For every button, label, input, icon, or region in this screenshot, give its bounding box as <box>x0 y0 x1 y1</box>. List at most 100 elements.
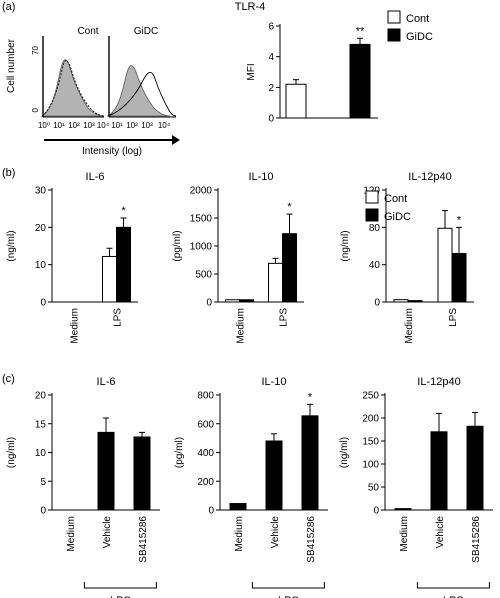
c-il12-bar-s0-c1 <box>430 431 448 511</box>
c-il10-ytick-label-3: 600 <box>197 419 214 430</box>
c-il12-group-bracket <box>416 582 490 589</box>
c-il10-xlabel-1: Vehicle <box>270 516 281 549</box>
hist-cont-label: Cont <box>77 26 98 37</box>
c-il6-xlabel-1: Vehicle <box>102 516 113 549</box>
b-il12-ytick-label-2: 80 <box>369 223 381 234</box>
a-mfi-ytick-label-2: 4 <box>268 52 274 63</box>
c-il6-group-bracket <box>83 582 157 589</box>
c-il12-ytick-label-5: 250 <box>362 391 379 402</box>
c-il6-group-label: LPS <box>110 595 131 598</box>
b-il10-bar-s1-c1 <box>282 233 297 303</box>
b-il12-bar-s1-c0 <box>407 300 423 303</box>
intensity-arrow-head <box>172 135 180 145</box>
hist-yzero-label: 0 <box>31 107 40 112</box>
c-il12-xlabel-1: Vehicle <box>435 516 446 549</box>
hist-cont-stain-line <box>41 60 105 117</box>
chart-a-mfi: 0 2 4 6 MFI ** Cont GiDC <box>246 10 433 125</box>
hist-cont-xtick-3: 10³ <box>83 121 95 130</box>
c-il10-ytick-label-1: 200 <box>197 477 214 488</box>
c-il12-group-label: LPS <box>443 595 464 598</box>
c-il10-bar-s0-c1 <box>265 440 283 511</box>
a-mfi-legend-label-1: GiDC <box>406 31 433 43</box>
b-il6-ylabel: (ng/ml) <box>6 230 17 261</box>
c-il6-ytick-label-0: 0 <box>40 506 46 517</box>
b-il6-ytick-label-3: 30 <box>35 186 47 197</box>
c-il12-ytick-label-1: 50 <box>368 483 380 494</box>
hist-gidc-stain-line <box>107 72 177 117</box>
a-mfi-legend-swatch-1 <box>387 28 401 42</box>
c-il12-ytick-label-4: 200 <box>362 414 379 425</box>
b-il10-bar-s1-c0 <box>239 299 254 303</box>
chart-c-il10: IL-10 0 200 400 600 800 (pg/ml) * Medium Vehicle S… <box>174 376 328 598</box>
b-il12-legend-label-0: Cont <box>384 193 407 205</box>
b-il12-sig-c1: * <box>457 214 462 226</box>
c-il6-bar-s0-c2 <box>133 436 151 511</box>
c-il10-sig-c2: * <box>308 391 313 403</box>
a-mfi-legend-swatch-0 <box>387 10 401 24</box>
b-il10-ytick-label-3: 1500 <box>190 214 213 225</box>
hist-ymax-label: 70 <box>31 45 40 54</box>
c-il12-ytick-label-2: 100 <box>362 460 379 471</box>
flow-histograms: Cell number 70 0 Cont GiDC 10⁰ 10¹ 10² 1… <box>6 26 180 157</box>
a-mfi-bar-s0-c0 <box>285 83 307 119</box>
c-il10-bar-s0-c0 <box>229 503 247 511</box>
c-il10-xlabel-2: SB415286 <box>306 516 317 563</box>
hist-cont-isotype-fill <box>40 59 105 117</box>
b-il12-bar-s1-c1 <box>451 252 467 303</box>
hist-gidc-label: GiDC <box>134 26 158 37</box>
b-il6-xlabel-1: LPS <box>113 308 124 327</box>
b-il12-legend-swatch-0 <box>365 190 379 204</box>
b-il10-bar-s0-c1 <box>268 262 283 303</box>
b-il12-ytick-label-0: 0 <box>374 298 380 309</box>
hist-cont-xtick-0: 10⁰ <box>38 121 50 130</box>
hist-gidc-xtick-3: 10³ <box>141 121 153 130</box>
b-il10-ytick-label-2: 1000 <box>190 242 213 253</box>
a-mfi-ylabel: MFI <box>246 63 257 80</box>
b-il6-ytick-label-0: 0 <box>40 298 46 309</box>
c-il10-group-label: LPS <box>278 595 299 598</box>
c-il12-ytick-label-0: 0 <box>373 506 379 517</box>
a-mfi-ytick-label-3: 6 <box>268 22 274 33</box>
hist-cont-xtick-2: 10² <box>68 121 80 130</box>
b-il6-sig-c1: * <box>121 205 126 217</box>
panel-b-letter: (b) <box>2 167 15 179</box>
hist-cont-xtick-4: 10⁴ <box>97 121 110 130</box>
c-il12-title: IL-12p40 <box>417 376 460 388</box>
b-il10-ytick-label-1: 500 <box>195 270 212 281</box>
b-il6-ytick-label-2: 20 <box>35 223 47 234</box>
hist-cont-xtick-1: 10¹ <box>53 121 65 130</box>
hist-cont: Cont <box>40 26 105 118</box>
c-il10-group-bracket <box>251 582 325 589</box>
b-il12-legend-label-1: GiDC <box>384 211 411 223</box>
b-il6-bar-s0-c1 <box>102 255 117 303</box>
b-il10-ytick-label-0: 0 <box>206 298 212 309</box>
b-il12-ytick-label-1: 40 <box>369 260 381 271</box>
c-il12-bar-s0-c0 <box>394 508 412 511</box>
a-mfi-sig-c0: ** <box>356 25 365 37</box>
c-il6-ytick-label-1: 5 <box>40 477 46 488</box>
hist-gidc-xtick-1: 10¹ <box>111 121 123 130</box>
panel-a-title: TLR-4 <box>235 1 266 13</box>
b-il10-bar-s0-c0 <box>225 299 240 303</box>
c-il6-title: IL-6 <box>97 376 116 388</box>
b-il12-xlabel-0: Medium <box>404 308 415 344</box>
c-il12-xlabel-2: SB415286 <box>471 516 482 563</box>
hist-gidc-isotype-fill <box>106 65 171 117</box>
b-il10-ytick-label-4: 2000 <box>190 186 213 197</box>
hist-xlabel: Intensity (log) <box>82 146 142 157</box>
c-il12-bar-s0-c2 <box>466 425 484 511</box>
a-mfi-ytick-label-0: 0 <box>268 114 274 125</box>
b-il10-xlabel-1: LPS <box>279 308 290 327</box>
c-il6-ytick-label-3: 15 <box>35 419 47 430</box>
panel-c-letter: (c) <box>2 373 15 385</box>
chart-c-il6: IL-6 0 5 10 15 20 (ng/ml) Medium Vehicle SB415286… <box>6 376 160 598</box>
b-il10-sig-c1: * <box>287 201 292 213</box>
b-il10-ylabel: (pg/ml) <box>172 230 183 261</box>
b-il6-bar-s1-c1 <box>116 226 131 303</box>
b-il10-title: IL-10 <box>248 171 273 183</box>
hist-gidc-xtick-2: 10² <box>126 121 138 130</box>
a-mfi-ytick-label-1: 2 <box>268 83 274 94</box>
b-il6-xlabel-0: Medium <box>70 308 81 344</box>
c-il12-xlabel-0: Medium <box>399 516 410 552</box>
